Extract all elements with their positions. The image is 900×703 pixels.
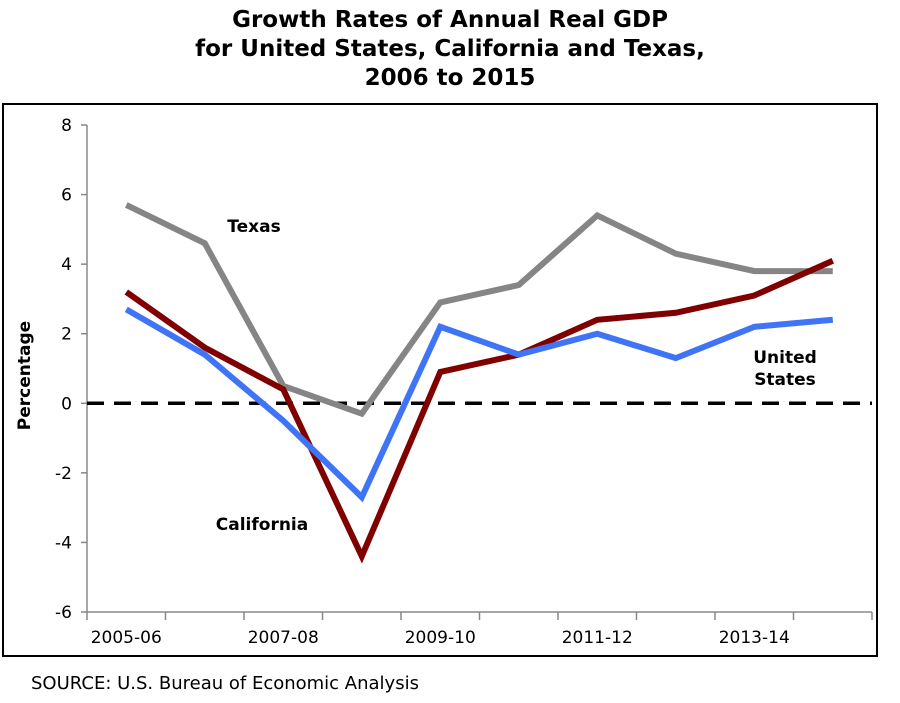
- y-tick-label: -6: [55, 603, 72, 623]
- source-note: SOURCE: U.S. Bureau of Economic Analysis: [31, 673, 419, 694]
- chart-title-line-3: 2006 to 2015: [364, 65, 536, 91]
- y-axis-label: Percentage: [15, 321, 35, 430]
- chart-title: Growth Rates of Annual Real GDP for Unit…: [0, 6, 900, 93]
- chart-title-line-1: Growth Rates of Annual Real GDP: [232, 7, 668, 33]
- series-line-texas: [124, 202, 833, 418]
- series-line-united-states: [124, 306, 834, 503]
- series-label-united-states: United: [753, 348, 817, 368]
- x-tick-label: 2007-08: [248, 628, 319, 648]
- x-tick-label: 2009-10: [405, 628, 476, 648]
- series-line-california: [124, 257, 835, 564]
- y-tick-label: 2: [61, 325, 72, 345]
- y-tick-label: 6: [61, 186, 72, 206]
- x-tick-label: 2011-12: [562, 628, 633, 648]
- series-label-united-states: States: [754, 370, 816, 390]
- y-tick-label: -4: [55, 533, 72, 553]
- y-tick-label: 8: [61, 116, 72, 136]
- chart-frame: [2, 103, 878, 657]
- y-tick-label: 0: [61, 394, 72, 414]
- y-tick-label: 4: [61, 255, 72, 275]
- series-label-texas: Texas: [227, 217, 280, 237]
- x-tick-label: 2013-14: [719, 628, 790, 648]
- chart-title-line-2: for United States, California and Texas,: [195, 36, 705, 62]
- series-label-california: California: [216, 515, 308, 535]
- y-tick-label: -2: [55, 464, 72, 484]
- x-tick-label: 2005-06: [91, 628, 162, 648]
